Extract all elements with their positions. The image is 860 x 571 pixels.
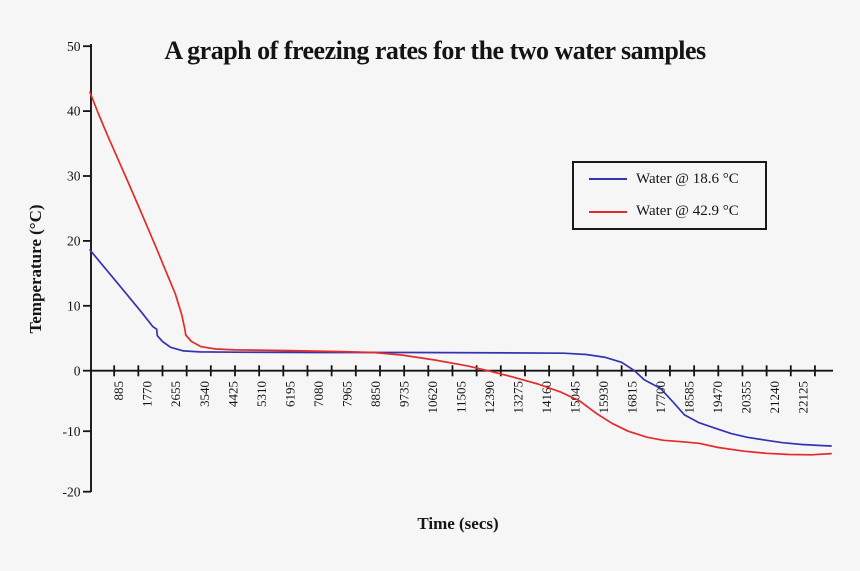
y-tick-label: 0 <box>74 363 81 378</box>
legend-line-red-icon <box>589 210 627 213</box>
x-tick-label: 17700 <box>653 381 668 414</box>
x-tick-label: 3540 <box>197 381 212 407</box>
x-tick-label: 15930 <box>596 381 611 414</box>
x-tick-label: 20355 <box>739 381 754 414</box>
x-tick-label: 8850 <box>368 381 383 407</box>
series-line-water-18-6 <box>89 249 832 447</box>
x-tick-label: 21240 <box>767 381 782 414</box>
x-tick-label: 7965 <box>339 381 354 407</box>
legend-box: Water @ 18.6 °C Water @ 42.9 °C <box>572 161 767 230</box>
x-tick-label: 4425 <box>225 381 240 407</box>
y-tick-label: 40 <box>67 104 81 119</box>
legend-entry-water-42-9: Water @ 42.9 °C <box>574 203 765 220</box>
legend-line-blue-icon <box>589 178 627 181</box>
x-tick-label: 16815 <box>624 381 639 414</box>
x-tick-label: 12390 <box>482 381 497 414</box>
series-line-water-42-9 <box>89 91 832 456</box>
y-tick-label: 50 <box>67 39 81 54</box>
x-axis-title: Time (secs) <box>417 514 499 533</box>
x-tick-label: 18585 <box>682 381 697 414</box>
x-tick-label: 1770 <box>140 381 155 407</box>
x-tick-label: 22125 <box>796 381 811 414</box>
legend-label: Water @ 42.9 °C <box>636 203 739 220</box>
y-tick-label: 30 <box>67 169 81 184</box>
x-tick-label: 10620 <box>425 381 440 414</box>
chart-title: A graph of freezing rates for the two wa… <box>164 36 706 65</box>
x-tick-label: 6195 <box>282 381 297 407</box>
y-tick-label: 10 <box>67 298 81 313</box>
y-tick-label: -20 <box>63 484 81 499</box>
x-tick-label: 7080 <box>311 381 326 407</box>
x-tick-label: 885 <box>111 381 126 401</box>
x-tick-label: 5310 <box>254 381 269 407</box>
y-tick-label: 20 <box>67 234 81 249</box>
y-tick-label: -10 <box>63 424 81 439</box>
x-tick-label: 2655 <box>168 381 183 407</box>
legend-entry-water-18-6: Water @ 18.6 °C <box>574 171 765 188</box>
x-tick-label: 19470 <box>710 381 725 414</box>
legend-label: Water @ 18.6 °C <box>636 170 739 187</box>
x-tick-label: 9735 <box>396 381 411 407</box>
y-axis-title: Temperature (°C) <box>26 204 45 334</box>
x-tick-label: 15045 <box>567 381 582 414</box>
x-tick-label: 13275 <box>510 381 525 414</box>
x-tick-label: 11505 <box>453 381 468 413</box>
